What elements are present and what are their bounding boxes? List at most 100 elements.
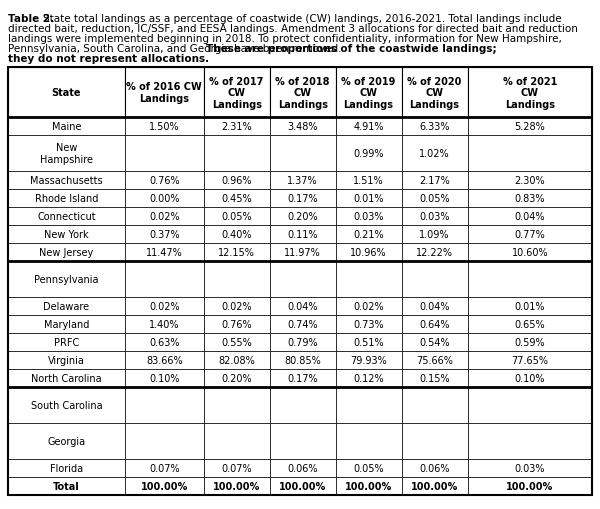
Bar [125,68,203,118]
Text: 0.10%: 0.10% [149,374,179,383]
Text: 100.00%: 100.00% [411,481,458,491]
Text: 0.05%: 0.05% [353,463,384,473]
Bar [125,423,203,459]
Text: New Jersey: New Jersey [39,248,94,258]
Text: 0.04%: 0.04% [419,301,450,312]
Bar [401,351,467,370]
Bar [8,68,592,495]
Bar [203,172,269,190]
Text: 79.93%: 79.93% [350,355,387,365]
Text: 0.04%: 0.04% [287,301,318,312]
Text: 0.07%: 0.07% [149,463,179,473]
Text: 100.00%: 100.00% [506,481,553,491]
Bar [8,225,125,244]
Text: 0.54%: 0.54% [419,337,450,348]
Bar [8,477,125,495]
Bar [269,225,335,244]
Text: These are proportions of the coastwide landings;: These are proportions of the coastwide l… [206,44,497,54]
Bar [269,298,335,316]
Text: 0.00%: 0.00% [149,194,179,204]
Text: 0.02%: 0.02% [149,301,179,312]
Bar [335,370,401,387]
Bar [335,225,401,244]
Text: 6.33%: 6.33% [419,122,450,132]
Text: 0.03%: 0.03% [515,463,545,473]
Bar [125,298,203,316]
Text: PRFC: PRFC [54,337,79,348]
Bar [125,370,203,387]
Bar [203,262,269,298]
Bar [269,387,335,423]
Text: 0.96%: 0.96% [221,176,252,186]
Bar [401,316,467,333]
Text: 0.10%: 0.10% [515,374,545,383]
Bar [335,190,401,208]
Bar [125,351,203,370]
Text: 0.05%: 0.05% [221,212,252,222]
Text: Florida: Florida [50,463,83,473]
Text: directed bait, reduction, IC/SSF, and EESA landings. Amendment 3 allocations for: directed bait, reduction, IC/SSF, and EE… [8,23,578,34]
Text: North Carolina: North Carolina [31,374,102,383]
Bar [203,351,269,370]
Bar [125,262,203,298]
Bar [335,298,401,316]
Bar [269,262,335,298]
Text: 0.02%: 0.02% [353,301,384,312]
Bar [269,370,335,387]
Bar [125,172,203,190]
Bar [269,172,335,190]
Bar [8,459,125,477]
Text: State total landings as a percentage of coastwide (CW) landings, 2016-2021. Tota: State total landings as a percentage of … [43,13,562,23]
Text: South Carolina: South Carolina [31,401,102,410]
Text: 2.31%: 2.31% [221,122,252,132]
Text: 1.40%: 1.40% [149,320,179,329]
Text: 12.22%: 12.22% [416,248,453,258]
Bar [401,244,467,262]
Bar [335,351,401,370]
Bar [269,316,335,333]
Text: 0.05%: 0.05% [419,194,450,204]
Text: 0.11%: 0.11% [287,230,318,240]
Bar [467,118,592,136]
Bar [269,333,335,351]
Text: 100.00%: 100.00% [213,481,260,491]
Text: 82.08%: 82.08% [218,355,255,365]
Bar [401,423,467,459]
Text: Rhode Island: Rhode Island [35,194,98,204]
Bar [335,172,401,190]
Bar [269,351,335,370]
Text: 0.63%: 0.63% [149,337,179,348]
Bar [467,370,592,387]
Bar [125,387,203,423]
Text: 0.20%: 0.20% [287,212,318,222]
Bar [401,118,467,136]
Text: New
Hampshire: New Hampshire [40,143,93,164]
Text: 0.76%: 0.76% [149,176,179,186]
Text: 11.47%: 11.47% [146,248,182,258]
Text: % of 2020
CW
Landings: % of 2020 CW Landings [407,76,462,109]
Bar [467,423,592,459]
Text: 83.66%: 83.66% [146,355,182,365]
Bar [269,208,335,225]
Text: 100.00%: 100.00% [140,481,188,491]
Bar [335,244,401,262]
Bar [467,316,592,333]
Bar [467,136,592,172]
Bar [203,459,269,477]
Bar [203,225,269,244]
Bar [401,172,467,190]
Bar [401,477,467,495]
Text: 0.01%: 0.01% [353,194,384,204]
Text: 1.09%: 1.09% [419,230,450,240]
Text: Virginia: Virginia [48,355,85,365]
Text: 0.99%: 0.99% [353,149,384,159]
Text: 0.83%: 0.83% [515,194,545,204]
Bar [203,370,269,387]
Bar [8,316,125,333]
Bar [203,244,269,262]
Bar [125,316,203,333]
Bar [269,244,335,262]
Bar [125,477,203,495]
Text: 75.66%: 75.66% [416,355,453,365]
Text: 80.85%: 80.85% [284,355,321,365]
